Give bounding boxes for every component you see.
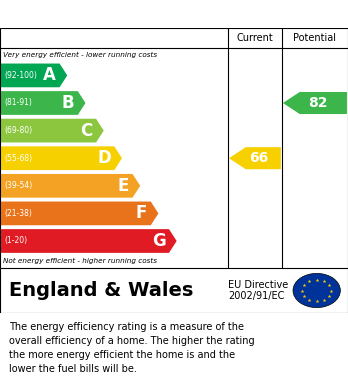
- Polygon shape: [229, 147, 281, 169]
- Polygon shape: [1, 63, 67, 87]
- Text: Not energy efficient - higher running costs: Not energy efficient - higher running co…: [3, 258, 158, 264]
- Polygon shape: [1, 91, 86, 115]
- Text: Energy Efficiency Rating: Energy Efficiency Rating: [9, 7, 219, 22]
- Polygon shape: [1, 174, 140, 198]
- Text: 82: 82: [309, 96, 328, 110]
- Text: B: B: [62, 94, 74, 112]
- Text: The energy efficiency rating is a measure of the
overall efficiency of a home. T: The energy efficiency rating is a measur…: [9, 322, 254, 374]
- Text: (21-38): (21-38): [4, 209, 32, 218]
- Polygon shape: [1, 119, 104, 142]
- Text: A: A: [43, 66, 56, 84]
- Text: (39-54): (39-54): [4, 181, 32, 190]
- Text: G: G: [152, 232, 166, 250]
- Text: (1-20): (1-20): [4, 237, 27, 246]
- Text: Current: Current: [237, 33, 273, 43]
- Text: (81-91): (81-91): [4, 99, 32, 108]
- Text: (69-80): (69-80): [4, 126, 32, 135]
- Polygon shape: [1, 201, 158, 225]
- Polygon shape: [1, 229, 177, 253]
- Text: 66: 66: [249, 151, 268, 165]
- Text: E: E: [118, 177, 129, 195]
- Text: (55-68): (55-68): [4, 154, 32, 163]
- Text: D: D: [97, 149, 111, 167]
- Text: (92-100): (92-100): [4, 71, 37, 80]
- Polygon shape: [283, 92, 347, 114]
- Text: C: C: [80, 122, 93, 140]
- Text: Very energy efficient - lower running costs: Very energy efficient - lower running co…: [3, 52, 158, 58]
- Ellipse shape: [293, 273, 340, 308]
- Text: F: F: [136, 204, 147, 222]
- Text: EU Directive
2002/91/EC: EU Directive 2002/91/EC: [228, 280, 288, 301]
- Polygon shape: [1, 146, 122, 170]
- Text: England & Wales: England & Wales: [9, 281, 193, 300]
- Text: Potential: Potential: [293, 33, 337, 43]
